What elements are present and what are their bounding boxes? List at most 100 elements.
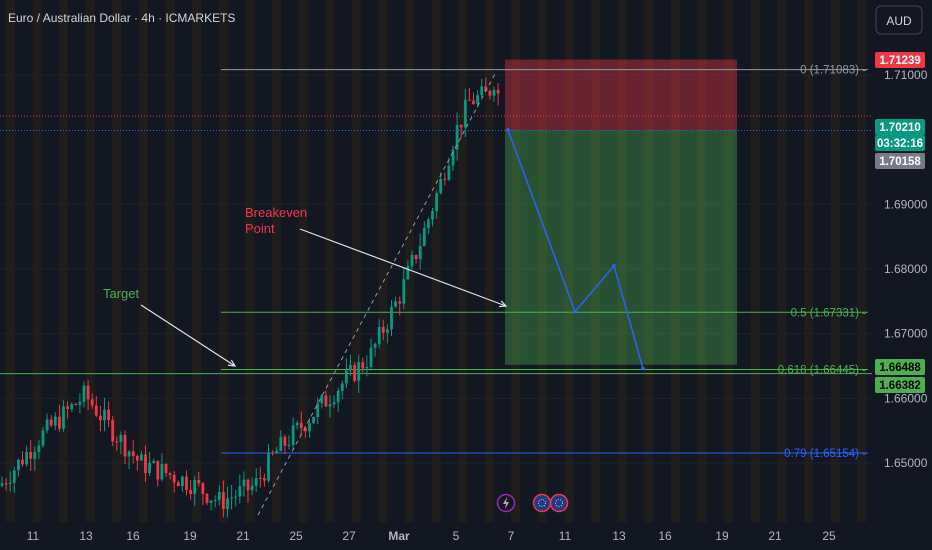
session-band: [458, 0, 468, 522]
candle-body: [246, 479, 250, 491]
price-tag-label: 1.66488: [879, 362, 921, 374]
candle-body: [472, 100, 475, 104]
session-band: [298, 0, 308, 522]
candle-body: [250, 485, 254, 491]
candle-body: [131, 451, 135, 456]
x-tick-label: 19: [715, 529, 729, 543]
session-band: [538, 0, 547, 522]
session-band: [192, 0, 202, 522]
candle-body: [299, 422, 303, 428]
session-band: [245, 0, 255, 522]
session-band: [857, 0, 867, 522]
session-band: [32, 0, 42, 522]
x-tick-label: Mar: [388, 529, 410, 543]
candle-body: [496, 89, 500, 94]
candle-body: [37, 445, 41, 453]
eu-flag-icon-circle[interactable]: [532, 493, 552, 513]
candle-body: [238, 486, 242, 497]
eu-flag-icon[interactable]: [532, 493, 552, 513]
candle-body: [312, 416, 315, 424]
candle-body: [291, 425, 295, 445]
candle-body: [148, 463, 151, 473]
x-tick-label: 13: [79, 529, 93, 543]
path-point: [573, 309, 577, 314]
price-tag: 1.66382: [875, 377, 925, 393]
x-tick-label: 7: [508, 529, 515, 543]
candle-body: [386, 329, 389, 333]
candle-body: [103, 409, 106, 421]
candle-body: [320, 395, 324, 404]
candle-body: [336, 390, 340, 403]
eu-flag-icon-stars: [538, 499, 546, 507]
au-flag-icon[interactable]: [549, 493, 569, 513]
currency-button[interactable]: AUD: [875, 5, 923, 35]
candle-body: [402, 279, 406, 304]
candle-body: [74, 404, 78, 406]
session-band: [697, 0, 707, 522]
fib-label: 0.5 (1.67331) -: [791, 307, 867, 319]
currency-button-frame[interactable]: [875, 5, 923, 35]
session-band: [218, 0, 228, 522]
x-tick-label: 27: [342, 529, 356, 543]
candle-body: [431, 211, 434, 220]
candle-body: [242, 479, 246, 487]
session-band: [671, 0, 680, 522]
lightning-event-icon[interactable]: [496, 493, 516, 513]
candle-body: [115, 441, 119, 443]
y-tick-label: 1.69000: [884, 197, 928, 211]
candle-body: [410, 254, 414, 267]
candle-body: [53, 416, 57, 426]
session-band: [59, 0, 69, 522]
candle-body: [4, 483, 8, 485]
candle-body: [234, 496, 238, 498]
take-profit-zone: [505, 129, 737, 365]
candle-body: [484, 86, 488, 92]
lightning-glyph: [503, 497, 509, 509]
candle-body: [414, 254, 418, 260]
candle-body: [427, 219, 430, 229]
candle-body: [17, 459, 20, 471]
candle-body: [406, 266, 410, 280]
session-band: [617, 0, 627, 522]
path-point: [641, 366, 645, 371]
session-band: [644, 0, 654, 522]
candle-body: [230, 497, 233, 499]
price-tag: 03:32:16: [875, 135, 925, 151]
target-arrow: [140, 304, 236, 367]
candle-body: [140, 454, 143, 461]
price-tag: 1.71239: [875, 52, 925, 68]
y-tick-label: 1.66000: [884, 391, 928, 405]
x-tick-label: 11: [559, 529, 572, 543]
x-tick-label: 13: [612, 529, 626, 543]
candle-body: [332, 402, 336, 405]
candle-body: [33, 452, 37, 459]
annotation-text: Point: [245, 221, 275, 236]
candle-body: [164, 463, 168, 474]
candle-body: [488, 91, 492, 96]
candle-body: [21, 459, 24, 465]
currency-button-label[interactable]: AUD: [886, 14, 912, 28]
candle-body: [308, 423, 311, 432]
candle-body: [295, 422, 299, 426]
session-band: [112, 0, 122, 522]
candle-body: [324, 395, 328, 407]
candle-body: [492, 89, 496, 96]
candle-body: [45, 419, 49, 431]
au-flag-icon-circle[interactable]: [549, 493, 569, 513]
price-tag-box: [875, 377, 925, 393]
price-tag-label: 1.71239: [879, 55, 921, 67]
candle-body: [197, 480, 201, 484]
event-markers[interactable]: [496, 493, 569, 513]
price-tag-box: [875, 52, 925, 68]
candle-body: [168, 473, 172, 475]
candle-body: [94, 405, 98, 416]
candle-body: [345, 370, 348, 384]
fib-label: 0.618 (1.66445) -: [778, 365, 866, 377]
price-tag-label: 1.66382: [879, 380, 921, 392]
price-tag-box: [875, 135, 925, 151]
candle-body: [377, 326, 381, 344]
candle-body: [226, 498, 229, 509]
candle-body: [160, 463, 164, 480]
